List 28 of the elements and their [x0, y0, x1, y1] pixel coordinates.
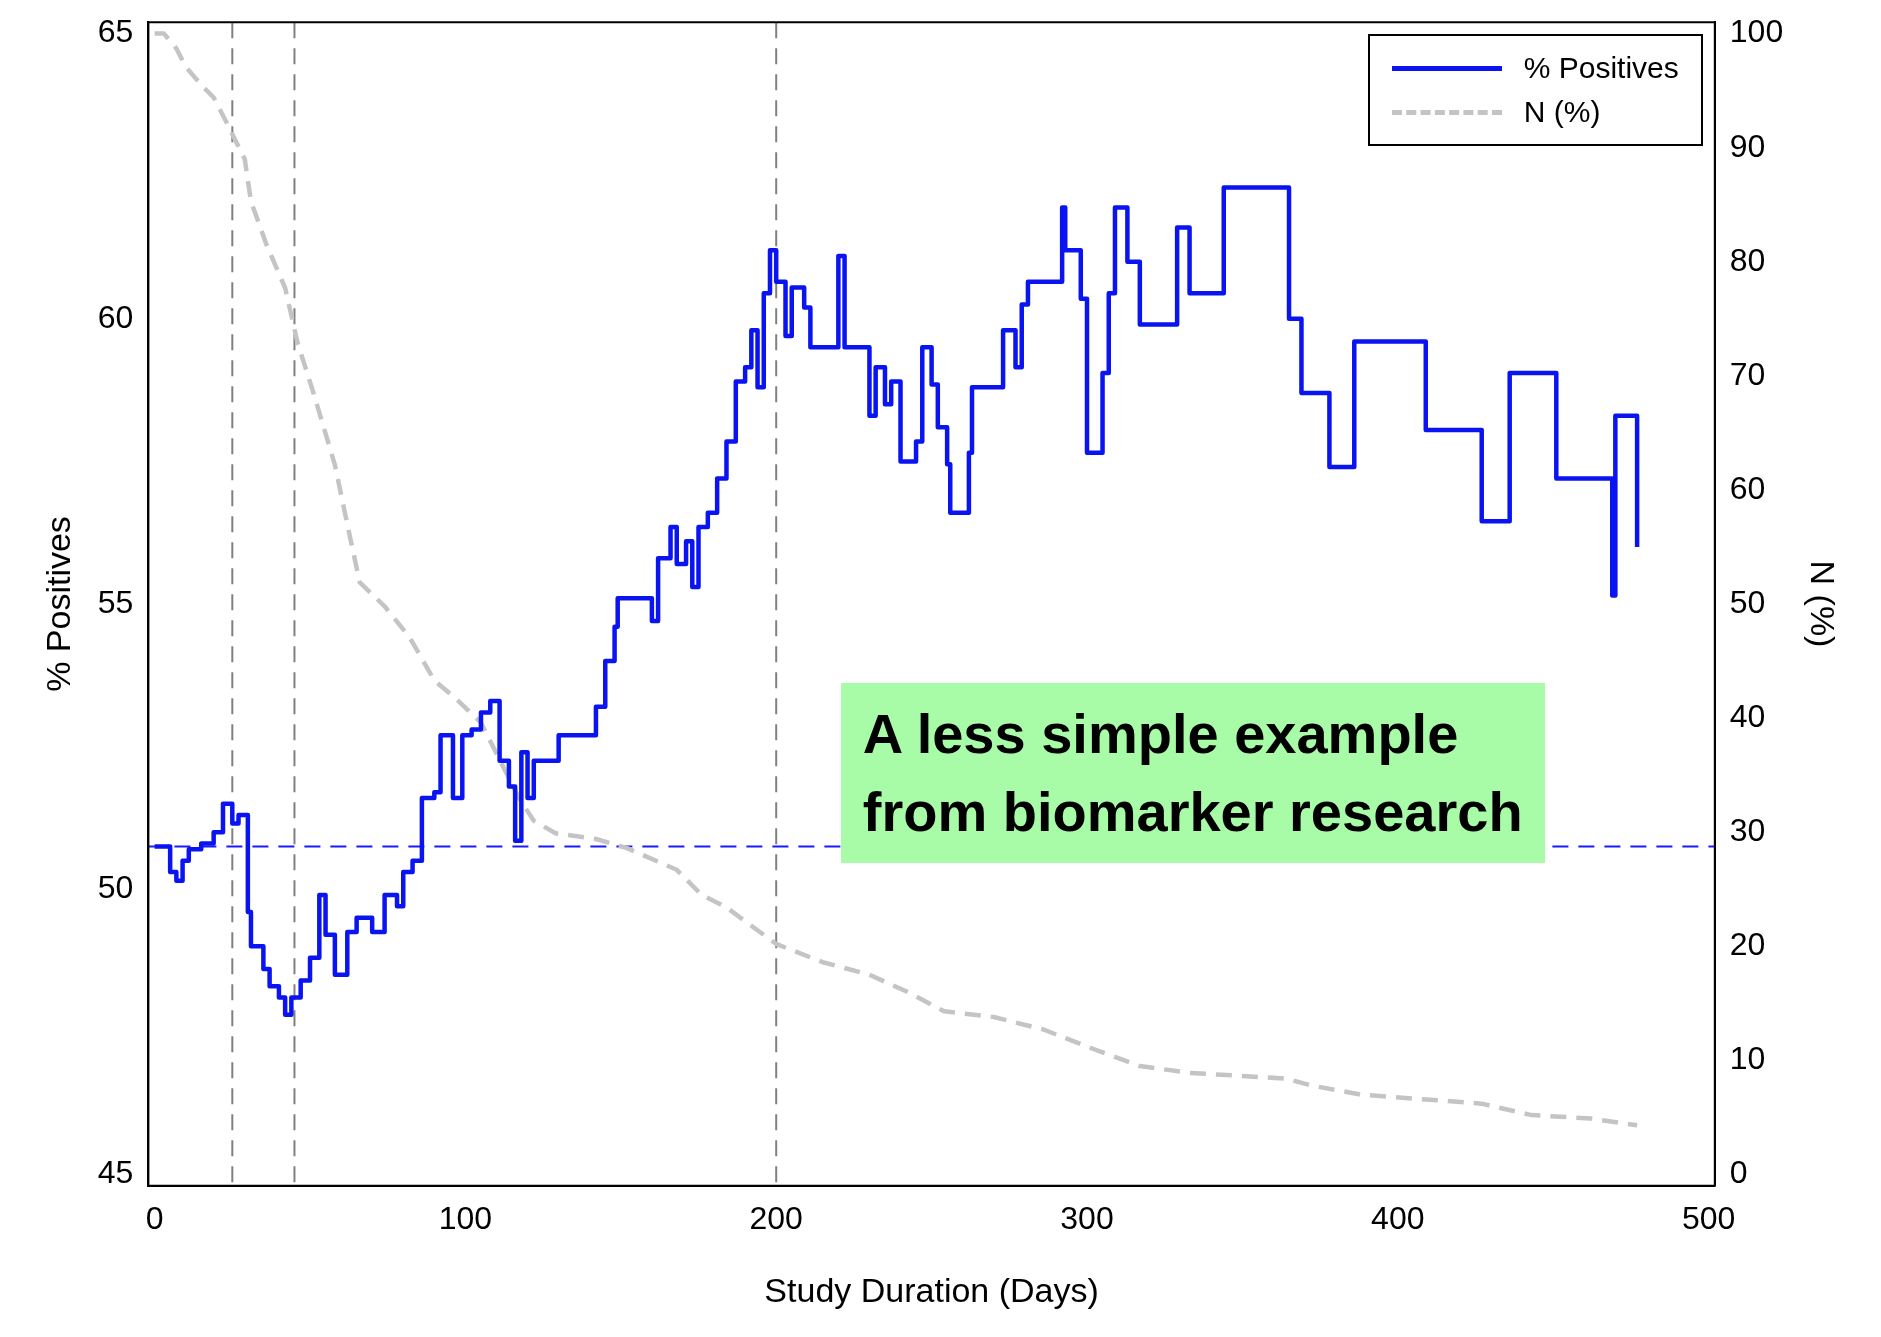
- y2-axis-title: N (%): [1804, 560, 1843, 648]
- y2-tick-label: 30: [1729, 811, 1766, 848]
- y-tick-label: 45: [97, 1154, 134, 1191]
- y2-tick-label: 90: [1729, 127, 1766, 164]
- y2-tick-label: 100: [1729, 13, 1784, 50]
- legend-label: N (%): [1523, 95, 1601, 130]
- y2-tick-label: 20: [1729, 926, 1766, 963]
- y2-tick-label: 70: [1729, 355, 1766, 392]
- y-axis-title: % Positives: [38, 516, 77, 692]
- x-axis-title: Study Duration (Days): [764, 1270, 1099, 1309]
- y-tick-label: 60: [97, 298, 134, 335]
- y-tick-label: 50: [97, 869, 134, 906]
- x-tick-label: 100: [438, 1199, 493, 1236]
- y2-tick-label: 60: [1729, 469, 1766, 506]
- y2-tick-label: 0: [1729, 1154, 1748, 1191]
- x-tick-label: 400: [1371, 1199, 1425, 1236]
- x-tick-label: 300: [1060, 1199, 1114, 1236]
- y2-tick-label: 10: [1729, 1040, 1766, 1077]
- y2-tick-label: 50: [1729, 583, 1766, 620]
- y2-tick-label: 40: [1729, 697, 1766, 734]
- y-tick-label: 65: [97, 13, 134, 50]
- x-tick-label: 200: [749, 1199, 803, 1236]
- y-tick-label: 55: [97, 583, 134, 620]
- y2-tick-label: 80: [1729, 241, 1766, 278]
- annotation: A less simple example from biomarker research: [840, 683, 1545, 864]
- x-tick-label: 0: [145, 1199, 164, 1236]
- legend-label: % Positives: [1523, 51, 1679, 86]
- x-tick-label: 500: [1681, 1199, 1736, 1236]
